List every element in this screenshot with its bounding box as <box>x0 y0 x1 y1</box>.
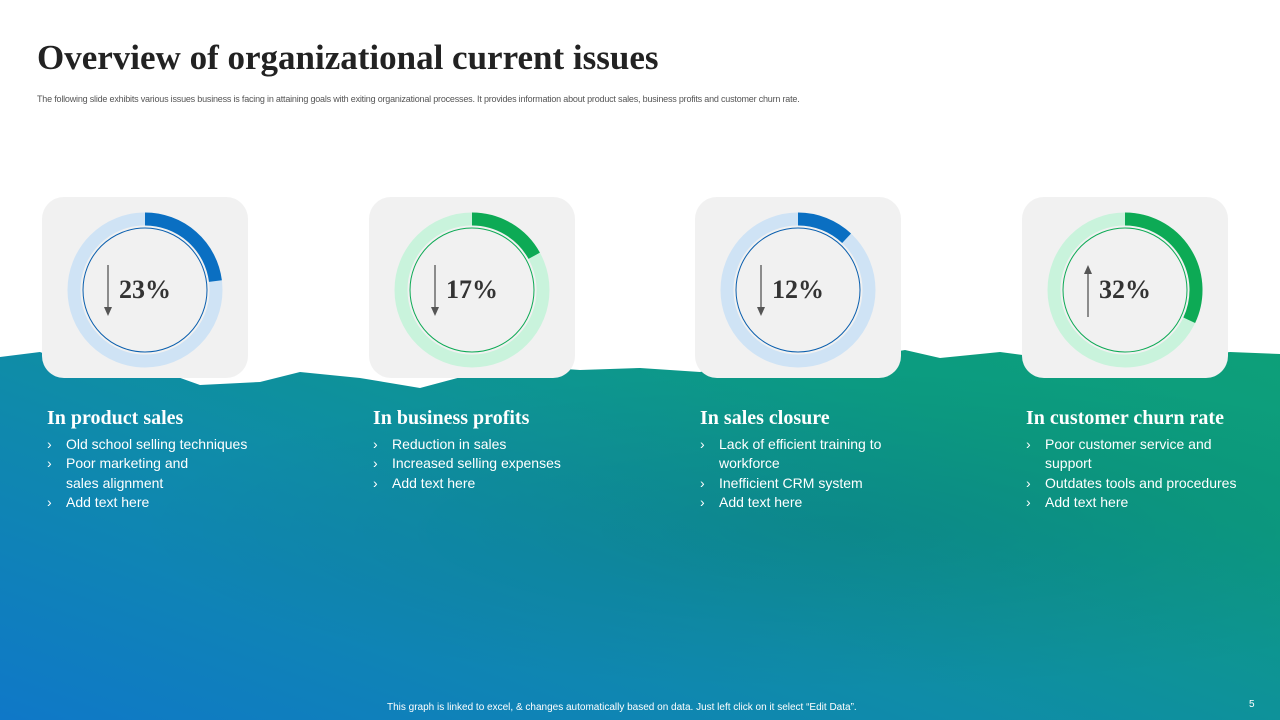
donut-chart-card[interactable]: 32% <box>1022 197 1228 378</box>
donut-value-arc <box>471 212 540 260</box>
donut-chart <box>1047 212 1203 368</box>
issue-bullet: Reduction in sales <box>373 435 612 455</box>
donut-chart <box>67 212 223 368</box>
issue-list: Reduction in salesIncreased selling expe… <box>373 435 613 493</box>
donut-inner-line <box>409 227 535 353</box>
issue-list: Poor customer service and supportOutdate… <box>1026 435 1266 512</box>
percent-label: 12% <box>772 275 824 304</box>
donut-chart <box>394 212 550 368</box>
issue-column: In sales closure Lack of efficient traini… <box>700 407 940 512</box>
trend-up-arrow-icon <box>1084 265 1092 317</box>
donut-value-arc <box>797 212 852 244</box>
trend-down-arrow-icon <box>104 265 112 316</box>
donut-inner-line <box>1062 227 1188 353</box>
donut-value-arc <box>1124 212 1203 323</box>
issue-bullet: Inefficient CRM system <box>700 474 939 494</box>
issue-bullet: Poor customer service and support <box>1026 435 1215 474</box>
issue-bullet: Add text here <box>373 474 612 494</box>
issue-bullet: Add text here <box>1026 493 1265 513</box>
donut-value-arc <box>144 212 222 283</box>
page-number: 5 <box>1249 699 1255 710</box>
donut-inner-line <box>82 227 208 353</box>
donut-chart-card[interactable]: 17% <box>369 197 575 378</box>
issue-list: Lack of efficient training to workforceI… <box>700 435 940 512</box>
donut-chart-card[interactable]: 12% <box>695 197 901 378</box>
trend-down-arrow-icon <box>431 265 439 316</box>
percent-label: 17% <box>446 275 498 304</box>
issue-bullet: Poor marketing and sales alignment <box>47 454 196 493</box>
issue-column: In business profits Reduction in salesInc… <box>373 407 613 493</box>
issue-bullet: Increased selling expenses <box>373 454 612 474</box>
donut-inner-line <box>735 227 861 353</box>
issue-heading: In customer churn rate <box>1026 407 1224 429</box>
background-shade <box>0 340 1280 720</box>
donut-chart-card[interactable]: 23% <box>42 197 248 378</box>
issue-bullet: Lack of efficient training to workforce <box>700 435 889 474</box>
trend-down-arrow-icon <box>757 265 765 316</box>
percent-label: 32% <box>1099 275 1151 304</box>
issue-column: In customer churn rate Poor customer serv… <box>1026 407 1266 512</box>
issue-bullet: Add text here <box>47 493 286 513</box>
footer-note: This graph is linked to excel, & changes… <box>387 702 857 713</box>
issue-column: In product sales Old school selling techn… <box>47 407 287 512</box>
page-subtitle: The following slide exhibits various iss… <box>37 94 800 104</box>
issue-heading: In sales closure <box>700 407 830 429</box>
issue-heading: In product sales <box>47 407 184 429</box>
percent-label: 23% <box>119 275 171 304</box>
issue-heading: In business profits <box>373 407 530 429</box>
donut-chart <box>720 212 876 368</box>
issue-bullet: Old school selling techniques <box>47 435 286 455</box>
issue-list: Old school selling techniquesPoor market… <box>47 435 287 512</box>
issue-bullet: Add text here <box>700 493 939 513</box>
page-title: Overview of organizational current issue… <box>37 38 659 77</box>
issue-bullet: Outdates tools and procedures <box>1026 474 1265 494</box>
